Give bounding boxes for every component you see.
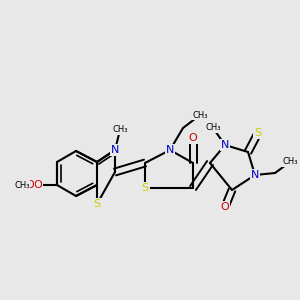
- Text: N: N: [166, 145, 174, 155]
- Text: O: O: [34, 180, 42, 190]
- Text: O: O: [189, 133, 197, 143]
- Text: CH₃: CH₃: [192, 110, 208, 119]
- Text: CH₃: CH₃: [205, 124, 221, 133]
- Text: S: S: [254, 128, 262, 138]
- Text: N: N: [251, 170, 259, 180]
- Text: CH₃: CH₃: [282, 158, 298, 166]
- Text: O: O: [220, 202, 230, 212]
- Text: N: N: [221, 140, 229, 150]
- Text: S: S: [93, 199, 100, 209]
- Text: CH₃: CH₃: [14, 181, 30, 190]
- Text: O: O: [26, 180, 34, 190]
- Text: N: N: [111, 145, 119, 155]
- Text: S: S: [141, 183, 148, 193]
- Text: CH₃: CH₃: [112, 125, 128, 134]
